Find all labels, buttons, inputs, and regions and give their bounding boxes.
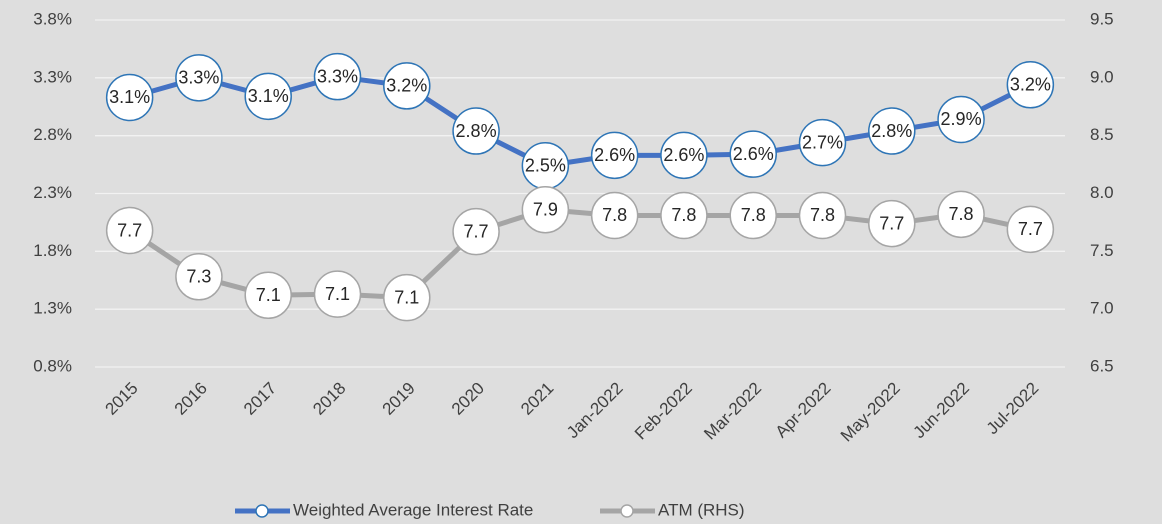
- marker: [383, 273, 431, 322]
- data-label: 7.8: [949, 204, 974, 224]
- marker: [105, 73, 154, 122]
- data-label: 7.7: [1018, 219, 1043, 239]
- data-label: 7.7: [879, 213, 904, 233]
- legend-marker: [620, 504, 634, 518]
- data-label: 2.6%: [594, 145, 635, 165]
- marker: [868, 107, 916, 155]
- legend-marker: [255, 504, 269, 518]
- data-label: 7.8: [671, 205, 696, 225]
- marker: [383, 62, 431, 110]
- legend-label: Weighted Average Interest Rate: [293, 500, 533, 519]
- data-label: 7.8: [741, 205, 766, 225]
- marker: [590, 191, 639, 240]
- data-label: 2.5%: [525, 155, 566, 175]
- data-label: 7.7: [117, 220, 142, 240]
- data-label: 3.1%: [109, 87, 150, 107]
- y-tick-label: 2.8%: [33, 125, 72, 144]
- marker: [452, 207, 500, 256]
- y-tick-label: 0.8%: [33, 356, 72, 375]
- data-label: 7.7: [464, 221, 489, 241]
- y-tick-label: 3.3%: [33, 67, 72, 86]
- marker: [798, 118, 847, 167]
- marker: [175, 54, 223, 102]
- marker: [590, 131, 639, 180]
- marker: [937, 190, 985, 239]
- y2-tick-label: 6.5: [1090, 356, 1114, 375]
- marker: [1006, 61, 1055, 109]
- y-tick-label: 2.3%: [33, 183, 72, 202]
- data-label: 7.1: [256, 285, 281, 305]
- marker: [313, 270, 362, 318]
- marker: [452, 107, 500, 155]
- y2-tick-label: 9.0: [1090, 67, 1114, 86]
- y2-tick-label: 8.5: [1090, 125, 1114, 144]
- marker: [521, 185, 570, 234]
- y2-tick-label: 7.5: [1090, 241, 1114, 260]
- data-label: 2.8%: [871, 121, 912, 141]
- y2-tick-label: 9.5: [1090, 9, 1114, 28]
- data-label: 2.6%: [733, 144, 774, 164]
- y-tick-label: 1.8%: [33, 241, 72, 260]
- marker: [729, 191, 777, 240]
- y-tick-label: 3.8%: [33, 9, 72, 28]
- marker: [937, 95, 985, 144]
- y2-tick-label: 8.0: [1090, 183, 1114, 202]
- marker: [175, 253, 223, 301]
- marker: [729, 130, 777, 178]
- data-label: 7.1: [325, 284, 350, 304]
- data-label: 3.2%: [1010, 75, 1051, 95]
- marker: [105, 206, 154, 255]
- data-label: 7.8: [810, 205, 835, 225]
- data-label: 3.3%: [317, 66, 358, 86]
- marker: [244, 271, 292, 320]
- marker: [868, 199, 916, 248]
- marker: [1006, 205, 1055, 254]
- data-label: 3.2%: [386, 76, 427, 96]
- data-label: 3.1%: [248, 86, 289, 106]
- marker: [313, 52, 362, 101]
- marker: [798, 191, 847, 240]
- marker: [660, 131, 708, 180]
- data-label: 2.9%: [941, 109, 982, 129]
- y2-tick-label: 7.0: [1090, 299, 1114, 318]
- data-label: 7.3: [186, 267, 211, 287]
- data-label: 7.9: [533, 199, 558, 219]
- data-label: 2.8%: [456, 121, 497, 141]
- marker: [244, 72, 292, 121]
- marker: [660, 191, 708, 240]
- data-label: 7.8: [602, 205, 627, 225]
- data-label: 3.3%: [178, 68, 219, 88]
- legend-label: ATM (RHS): [658, 500, 745, 519]
- y-tick-label: 1.3%: [33, 299, 72, 318]
- data-label: 7.1: [394, 287, 419, 307]
- data-label: 2.7%: [802, 132, 843, 152]
- data-label: 2.6%: [663, 145, 704, 165]
